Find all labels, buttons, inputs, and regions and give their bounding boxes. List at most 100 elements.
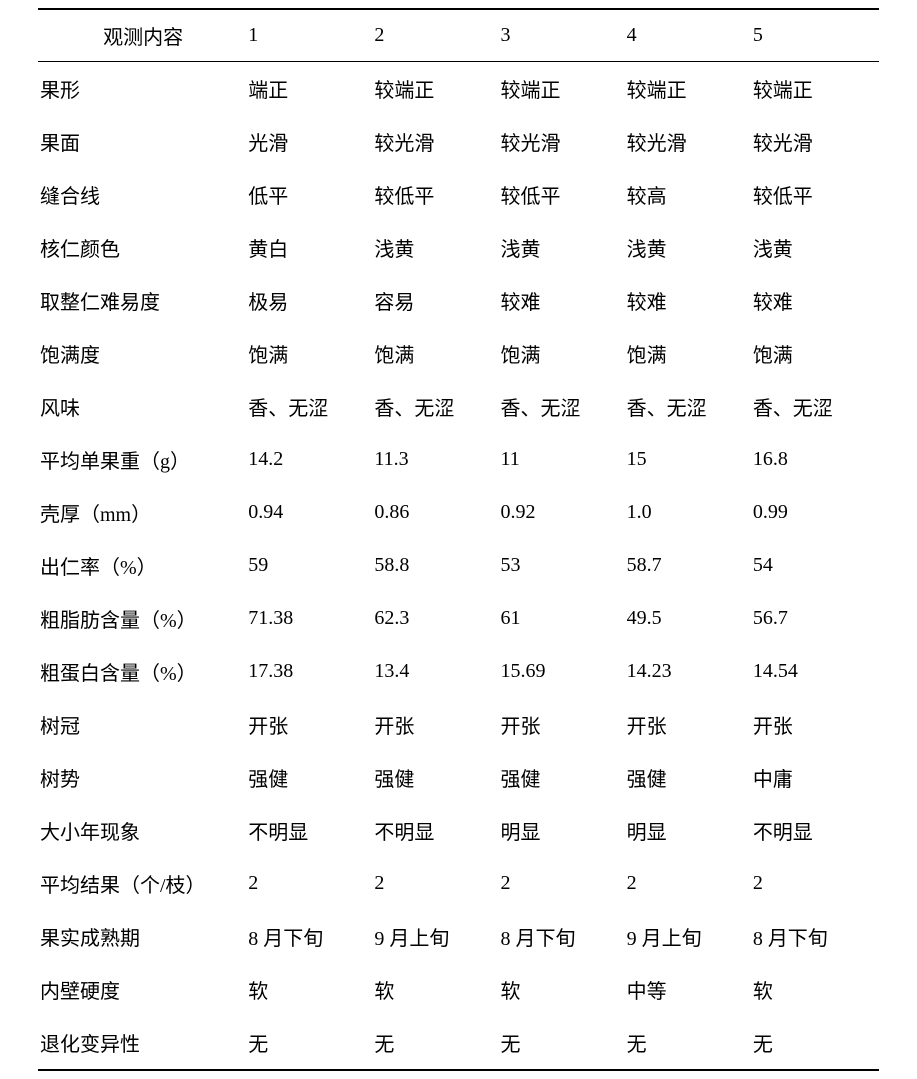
table-cell: 软 [374,963,500,1016]
table-cell: 71.38 [248,592,374,645]
table-cell: 无 [248,1016,374,1070]
table-cell: 无 [501,1016,627,1070]
table-cell: 61 [501,592,627,645]
table-cell: 较光滑 [501,115,627,168]
table-cell: 中庸 [753,751,879,804]
table-cell: 11.3 [374,433,500,486]
column-header: 4 [627,9,753,62]
table-cell: 较光滑 [374,115,500,168]
table-cell: 0.86 [374,486,500,539]
table-cell: 饱满 [248,327,374,380]
table-cell: 2 [627,857,753,910]
table-cell: 浅黄 [627,221,753,274]
table-cell: 软 [248,963,374,1016]
table-cell: 香、无涩 [753,380,879,433]
table-cell: 2 [248,857,374,910]
table-cell: 饱满 [627,327,753,380]
table-cell: 风味 [38,380,248,433]
table-cell: 无 [374,1016,500,1070]
table-cell: 0.92 [501,486,627,539]
table-cell: 强健 [374,751,500,804]
table-body: 果形端正较端正较端正较端正较端正果面光滑较光滑较光滑较光滑较光滑缝合线低平较低平… [38,62,879,1071]
table-cell: 饱满度 [38,327,248,380]
table-cell: 54 [753,539,879,592]
table-cell: 核仁颜色 [38,221,248,274]
table-cell: 光滑 [248,115,374,168]
table-row: 出仁率（%）5958.85358.754 [38,539,879,592]
table-cell: 饱满 [753,327,879,380]
table-cell: 明显 [627,804,753,857]
column-header: 观测内容 [38,9,248,62]
table-cell: 14.54 [753,645,879,698]
table-cell: 15 [627,433,753,486]
table-cell: 58.8 [374,539,500,592]
table-cell: 较难 [627,274,753,327]
table-cell: 饱满 [501,327,627,380]
table-cell: 无 [627,1016,753,1070]
table-cell: 17.38 [248,645,374,698]
table-cell: 果形 [38,62,248,116]
table-cell: 9 月上旬 [627,910,753,963]
table-cell: 0.94 [248,486,374,539]
table-cell: 极易 [248,274,374,327]
table-cell: 浅黄 [753,221,879,274]
table-cell: 较端正 [501,62,627,116]
table-cell: 15.69 [501,645,627,698]
table-row: 果形端正较端正较端正较端正较端正 [38,62,879,116]
table-cell: 无 [753,1016,879,1070]
table-row: 树冠开张开张开张开张开张 [38,698,879,751]
table-cell: 香、无涩 [627,380,753,433]
table-cell: 开张 [501,698,627,751]
column-header: 1 [248,9,374,62]
table-cell: 较端正 [374,62,500,116]
table-cell: 8 月下旬 [248,910,374,963]
table-cell: 不明显 [374,804,500,857]
table-cell: 粗蛋白含量（%） [38,645,248,698]
table-cell: 香、无涩 [374,380,500,433]
table-cell: 较低平 [501,168,627,221]
table-cell: 53 [501,539,627,592]
table-cell: 退化变异性 [38,1016,248,1070]
table-cell: 出仁率（%） [38,539,248,592]
column-header: 3 [501,9,627,62]
table-cell: 果面 [38,115,248,168]
table-row: 粗脂肪含量（%）71.3862.36149.556.7 [38,592,879,645]
table-cell: 59 [248,539,374,592]
table-cell: 16.8 [753,433,879,486]
table-row: 缝合线低平较低平较低平较高较低平 [38,168,879,221]
table-cell: 11 [501,433,627,486]
table-cell: 58.7 [627,539,753,592]
table-cell: 62.3 [374,592,500,645]
table-cell: 大小年现象 [38,804,248,857]
table-cell: 强健 [248,751,374,804]
table-cell: 2 [753,857,879,910]
table-cell: 饱满 [374,327,500,380]
table-cell: 黄白 [248,221,374,274]
table-cell: 8 月下旬 [753,910,879,963]
table-cell: 开张 [627,698,753,751]
table-cell: 56.7 [753,592,879,645]
table-cell: 中等 [627,963,753,1016]
table-row: 粗蛋白含量（%）17.3813.415.6914.2314.54 [38,645,879,698]
table-row: 平均结果（个/枝）22222 [38,857,879,910]
table-cell: 粗脂肪含量（%） [38,592,248,645]
column-header: 5 [753,9,879,62]
table-cell: 香、无涩 [501,380,627,433]
table-cell: 2 [374,857,500,910]
table-cell: 强健 [501,751,627,804]
table-cell: 容易 [374,274,500,327]
table-row: 内壁硬度软软软中等软 [38,963,879,1016]
table-cell: 不明显 [248,804,374,857]
table-cell: 壳厚（mm） [38,486,248,539]
table-cell: 较光滑 [627,115,753,168]
table-cell: 明显 [501,804,627,857]
column-header: 2 [374,9,500,62]
table-row: 果面光滑较光滑较光滑较光滑较光滑 [38,115,879,168]
table-row: 平均单果重（g）14.211.3111516.8 [38,433,879,486]
table-cell: 缝合线 [38,168,248,221]
table-row: 果实成熟期8 月下旬9 月上旬8 月下旬9 月上旬8 月下旬 [38,910,879,963]
table-cell: 软 [753,963,879,1016]
table-cell: 平均结果（个/枝） [38,857,248,910]
table-cell: 开张 [374,698,500,751]
table-row: 壳厚（mm）0.940.860.921.00.99 [38,486,879,539]
